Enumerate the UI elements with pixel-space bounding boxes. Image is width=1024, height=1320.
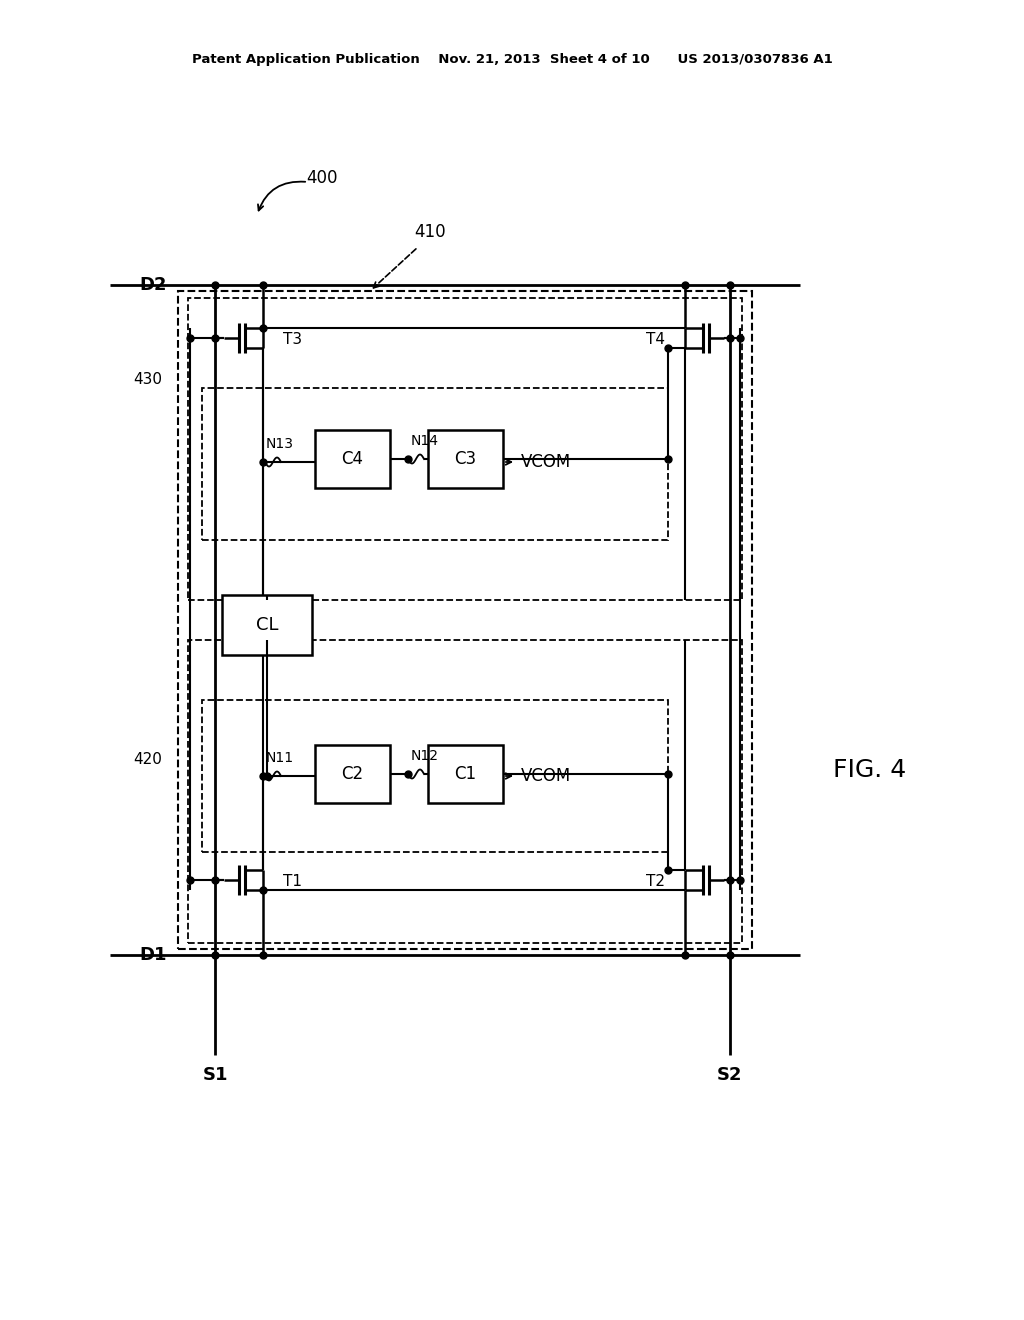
Text: N13: N13	[266, 437, 294, 451]
Text: FIG. 4: FIG. 4	[834, 758, 906, 781]
Text: T4: T4	[646, 333, 665, 347]
Text: C4: C4	[341, 450, 362, 469]
Text: 410: 410	[414, 223, 445, 242]
Bar	[222, 595, 312, 655]
Bar	[178, 290, 752, 949]
Text: C3: C3	[454, 450, 476, 469]
Text: T2: T2	[646, 874, 665, 890]
Bar	[188, 640, 742, 942]
Text: T3: T3	[283, 333, 302, 347]
Bar	[315, 430, 390, 488]
Text: 430: 430	[133, 372, 162, 388]
Text: S1: S1	[203, 1067, 227, 1084]
Bar	[428, 430, 503, 488]
Text: C1: C1	[454, 766, 476, 783]
Text: CL: CL	[256, 616, 279, 634]
Text: S2: S2	[717, 1067, 742, 1084]
Bar	[202, 388, 668, 540]
Bar	[315, 744, 390, 803]
Text: N14: N14	[411, 434, 439, 447]
Text: T1: T1	[283, 874, 302, 890]
Text: 420: 420	[133, 752, 162, 767]
Text: 400: 400	[306, 169, 338, 187]
Text: C2: C2	[341, 766, 364, 783]
Text: Patent Application Publication    Nov. 21, 2013  Sheet 4 of 10      US 2013/0307: Patent Application Publication Nov. 21, …	[191, 54, 833, 66]
Text: VCOM: VCOM	[521, 767, 571, 785]
Bar	[428, 744, 503, 803]
Text: N11: N11	[266, 751, 294, 766]
Text: N12: N12	[411, 748, 439, 763]
Bar	[188, 298, 742, 601]
Text: D1: D1	[139, 946, 167, 964]
Text: VCOM: VCOM	[521, 453, 571, 471]
Bar	[202, 700, 668, 851]
Text: D2: D2	[139, 276, 167, 294]
